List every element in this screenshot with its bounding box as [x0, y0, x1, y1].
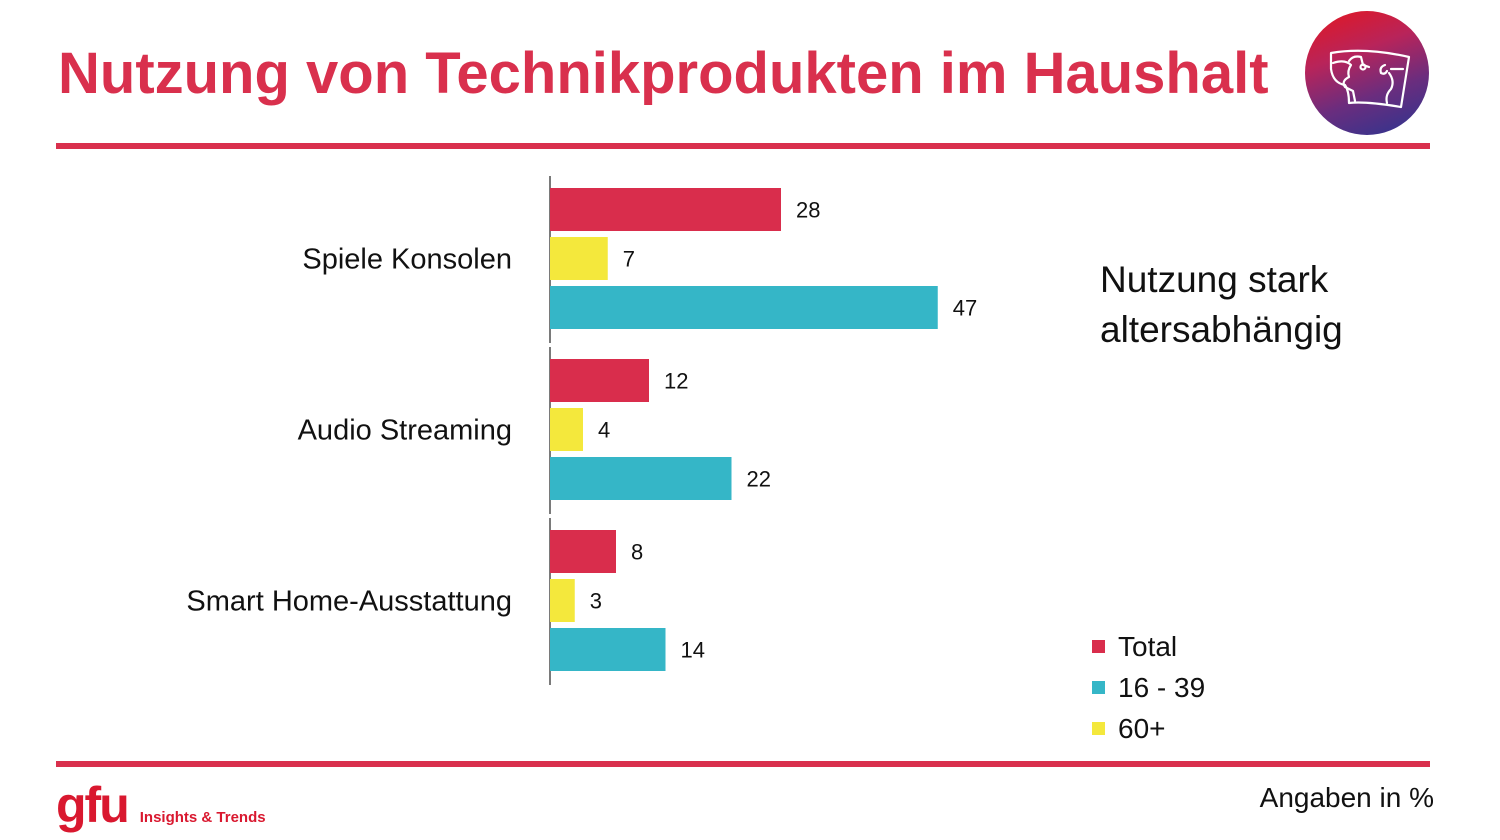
bar	[550, 530, 616, 573]
bar	[550, 628, 666, 671]
bar	[550, 359, 649, 402]
annotation-line-1: Nutzung stark	[1100, 259, 1329, 300]
brand-logo: gfu Insights & Trends	[56, 776, 266, 834]
data-label: 4	[598, 418, 610, 443]
legend-label: 16 - 39	[1118, 671, 1206, 703]
brand-name: gfu	[56, 777, 130, 833]
data-label: 12	[664, 369, 688, 394]
legend-label: Total	[1118, 630, 1178, 662]
data-label: 47	[953, 296, 977, 321]
data-label: 28	[796, 198, 820, 223]
units-note: Angaben in %	[1259, 782, 1434, 813]
bar	[550, 286, 938, 329]
data-label: 8	[631, 540, 643, 565]
category-label: Smart Home-Ausstattung	[186, 586, 512, 618]
bar	[550, 188, 781, 231]
legend-item-16-39: 16 - 39	[1092, 667, 1205, 708]
bar	[550, 408, 583, 451]
category-label: Spiele Konsolen	[302, 244, 512, 276]
legend-swatch-60-plus	[1092, 722, 1105, 735]
annotation-line-2: altersabhängig	[1100, 309, 1343, 350]
bar	[550, 237, 608, 280]
legend-label: 60+	[1118, 712, 1166, 744]
legend-swatch-total	[1092, 640, 1105, 653]
legend-item-total: Total	[1092, 626, 1205, 667]
data-label: 22	[747, 467, 771, 492]
legend: Total 16 - 39 60+	[1092, 626, 1205, 749]
data-label: 3	[590, 589, 602, 614]
brand-tagline: Insights & Trends	[139, 809, 266, 826]
bar	[550, 457, 732, 500]
legend-swatch-16-39	[1092, 681, 1105, 694]
legend-item-60-plus: 60+	[1092, 708, 1205, 749]
header-divider	[56, 143, 1430, 149]
annotation: Nutzung stark altersabhängig	[1100, 255, 1343, 355]
page-title: Nutzung von Technikprodukten im Haushalt	[58, 41, 1269, 106]
footer-divider	[56, 761, 1430, 767]
bar	[550, 579, 575, 622]
category-label: Audio Streaming	[298, 415, 512, 447]
data-label: 14	[681, 638, 705, 663]
data-label: 7	[623, 247, 635, 272]
logo-icon	[1305, 11, 1429, 135]
